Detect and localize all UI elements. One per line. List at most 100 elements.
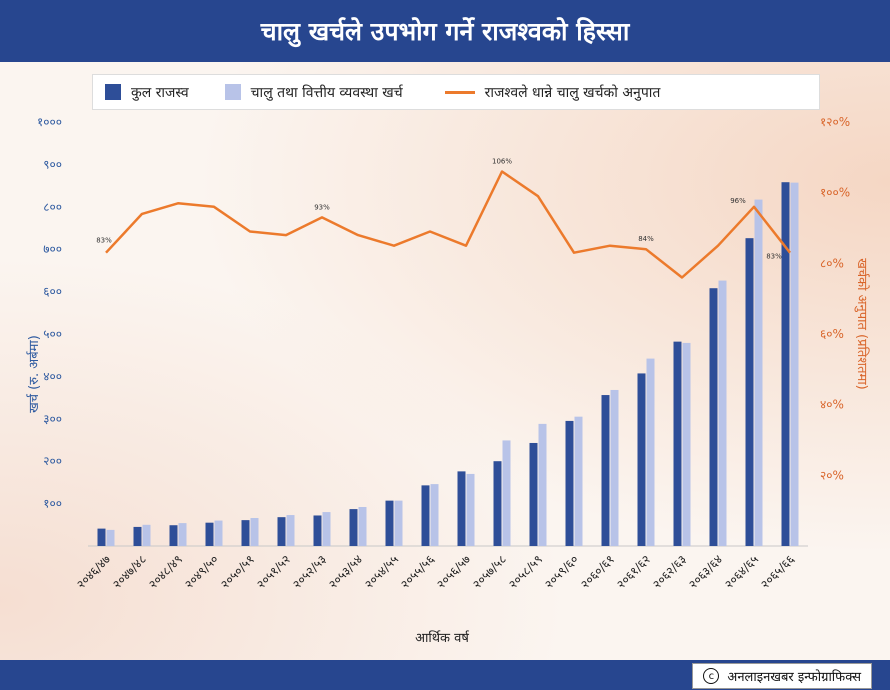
bar-revenue	[313, 515, 322, 546]
x-tick-label: २०६४/६५	[722, 552, 761, 591]
x-tick-label: २०६०/६१	[578, 552, 617, 591]
x-tick-label: २०५८/५९	[506, 552, 545, 591]
bar-expense	[466, 473, 475, 546]
y2-tick-label: ८०%	[820, 256, 844, 270]
bar-revenue	[637, 373, 646, 546]
x-axis-title: आर्थिक वर्ष	[415, 630, 470, 646]
legend-item-revenue: कुल राजस्व	[105, 83, 189, 102]
y2-tick-label: १००%	[820, 186, 850, 200]
x-tick-label: २०६२/६३	[650, 552, 689, 591]
bar-expense	[358, 506, 367, 546]
y-tick-label: ६००	[43, 285, 62, 299]
y-axis-title: खर्च (रु. अर्बमा)	[26, 335, 42, 413]
bar-revenue	[277, 517, 286, 546]
x-tick-label: २०४९/५०	[182, 552, 221, 591]
y-tick-label: १००	[43, 497, 62, 511]
x-tick-label: २०५६/५७	[434, 552, 473, 591]
data-label: 93%	[314, 203, 330, 211]
x-tick-label: २०४६/४७	[74, 552, 113, 591]
y2-tick-label: २०%	[820, 468, 844, 482]
y-tick-label: ५००	[43, 327, 62, 341]
x-tick-label: २०५५/५६	[398, 552, 437, 591]
x-tick-label: २०५०/५१	[218, 552, 257, 591]
bar-revenue	[421, 485, 430, 546]
x-tick-label: २०४७/४८	[110, 552, 149, 591]
bar-revenue	[529, 442, 538, 546]
bar-revenue	[565, 420, 574, 546]
x-tick-label: २०५३/५४	[326, 552, 365, 591]
bar-revenue	[781, 182, 790, 546]
x-tick-label: २०६३/६४	[686, 552, 725, 591]
data-label: 96%	[730, 197, 746, 205]
bar-revenue	[133, 526, 142, 546]
legend-item-ratio: राजश्वले धान्ने चालु खर्चको अनुपात	[444, 83, 661, 102]
y2-axis-title: खर्चको अनुपात (प्रतिशतमा)	[854, 258, 870, 390]
credit-text: अनलाइनखबर इन्फोग्राफिक्स	[727, 670, 861, 685]
bar-expense	[322, 512, 331, 546]
bar-revenue	[601, 395, 610, 546]
bar-expense	[718, 280, 727, 546]
bar-expense	[394, 500, 403, 546]
legend: कुल राजस्व चालु तथा वित्तीय व्यवस्था खर्…	[92, 74, 820, 110]
x-tick-label: २०४८/४९	[146, 552, 185, 591]
bar-revenue	[457, 471, 466, 546]
legend-swatch-expense	[224, 84, 241, 100]
data-label: 106%	[492, 157, 512, 165]
y-tick-label: २००	[43, 454, 62, 468]
y2-tick-label: ६०%	[820, 327, 844, 341]
x-tick-label: २०६१/६२	[614, 552, 653, 591]
y-tick-label: १०००	[37, 115, 62, 129]
bar-revenue	[385, 500, 394, 546]
copyright-icon: c	[703, 668, 720, 684]
y2-tick-label: ४०%	[820, 398, 844, 412]
bar-expense	[106, 529, 115, 546]
x-tick-label: २०६५/६६	[758, 552, 797, 591]
bar-expense	[214, 520, 223, 546]
legend-label-expense: चालु तथा वित्तीय व्यवस्था खर्च	[250, 84, 403, 101]
bar-revenue	[673, 341, 682, 546]
legend-swatch-ratio	[444, 90, 475, 94]
bar-expense	[430, 484, 439, 546]
bar-revenue	[169, 525, 178, 546]
legend-label-ratio: राजश्वले धान्ने चालु खर्चको अनुपात	[484, 84, 661, 101]
bar-expense	[610, 389, 619, 546]
bar-expense	[682, 342, 691, 546]
bar-revenue	[97, 528, 106, 546]
x-tick-label: २०५१/५२	[254, 552, 293, 591]
credit-box: c अनलाइनखबर इन्फोग्राफिक्स	[692, 663, 872, 689]
background	[0, 62, 890, 660]
bar-revenue	[349, 509, 358, 546]
x-tick-label: २०५७/५८	[470, 552, 509, 591]
data-label: 83%	[96, 237, 112, 245]
line-ratio	[105, 170, 791, 279]
y-tick-label: ३००	[43, 412, 62, 426]
bar-expense	[646, 358, 655, 546]
y-tick-label: ७००	[43, 242, 62, 256]
bar-expense	[142, 524, 151, 546]
bar-revenue	[709, 288, 718, 546]
bar-expense	[286, 515, 295, 546]
y-tick-label: ९००	[43, 157, 62, 171]
x-tick-label: २०५४/५५	[362, 552, 401, 591]
legend-item-expense: चालु तथा वित्तीय व्यवस्था खर्च	[224, 83, 403, 102]
bar-expense	[790, 182, 799, 546]
bar-revenue	[493, 461, 502, 546]
bar-expense	[178, 523, 187, 546]
bar-expense	[538, 423, 547, 546]
bar-expense	[502, 440, 511, 546]
y-tick-label: ८००	[43, 200, 62, 214]
chart-title: चालु खर्चले उपभोग गर्ने राजश्वको हिस्सा	[260, 17, 630, 46]
header-bar: चालु खर्चले उपभोग गर्ने राजश्वको हिस्सा	[0, 0, 890, 62]
bar-expense	[754, 199, 763, 547]
data-label: 84%	[638, 235, 654, 243]
y2-tick-label: १२०%	[820, 115, 850, 129]
bar-revenue	[205, 522, 214, 546]
y-tick-label: ४००	[43, 369, 62, 383]
data-label: 83%	[766, 253, 782, 261]
bar-expense	[250, 518, 259, 546]
bar-expense	[574, 416, 583, 546]
legend-swatch-revenue	[105, 84, 121, 100]
x-tick-label: २०५९/६०	[542, 552, 581, 591]
legend-label-revenue: कुल राजस्व	[131, 84, 189, 101]
x-tick-label: २०५२/५३	[290, 552, 329, 591]
